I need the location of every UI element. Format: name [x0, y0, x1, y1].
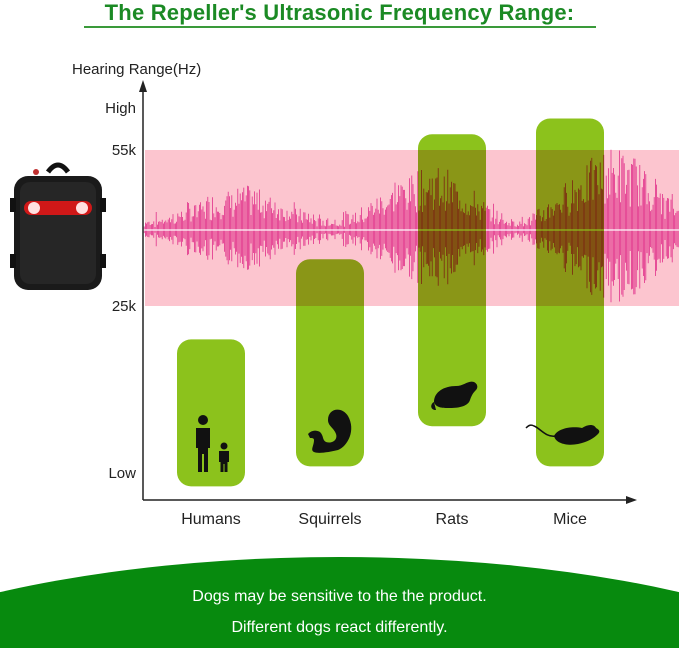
squirrel-shape: [308, 409, 352, 453]
mouse-tail: [525, 424, 557, 437]
y-axis-arrow-icon: [139, 80, 147, 92]
page-title: The Repeller's Ultrasonic Frequency Rang…: [104, 0, 575, 25]
child-body: [219, 451, 229, 472]
adult-body: [196, 428, 210, 472]
people-icon: [196, 415, 229, 472]
mouse-icon: [525, 424, 600, 445]
rat-shape: [431, 381, 478, 410]
child-head: [220, 442, 228, 450]
range-bar-mice: [536, 118, 604, 467]
repeller-device-image: [10, 162, 106, 290]
range-bar-humans: [177, 339, 245, 487]
footer-line-1: Dogs may be sensitive to the the product…: [192, 588, 487, 605]
mouse-body: [554, 425, 600, 445]
frequency-chart: Hearing Range(Hz) Low 25k 55k High Humans Sq…: [10, 61, 679, 528]
title-underline: [84, 26, 596, 28]
rat-icon: [431, 381, 478, 410]
x-tick-label: Mice: [553, 511, 587, 528]
y-tick-label: Low: [108, 465, 136, 482]
adult-head: [198, 415, 208, 425]
x-tick-label: Humans: [181, 511, 241, 528]
squirrel-icon: [308, 409, 352, 453]
x-axis-arrow-icon: [626, 496, 637, 504]
footer-line-2: Different dogs react differently.: [231, 619, 448, 636]
x-tick-label: Rats: [436, 511, 469, 528]
y-axis-title: Hearing Range(Hz): [72, 61, 201, 78]
y-tick-label: High: [105, 100, 136, 117]
y-tick-label: 25k: [112, 298, 137, 315]
x-tick-label: Squirrels: [298, 511, 361, 528]
footer-banner: [0, 557, 679, 648]
y-tick-label: 55k: [112, 142, 137, 159]
range-bar-rats: [418, 134, 486, 427]
range-bar-squirrels: [296, 259, 364, 467]
